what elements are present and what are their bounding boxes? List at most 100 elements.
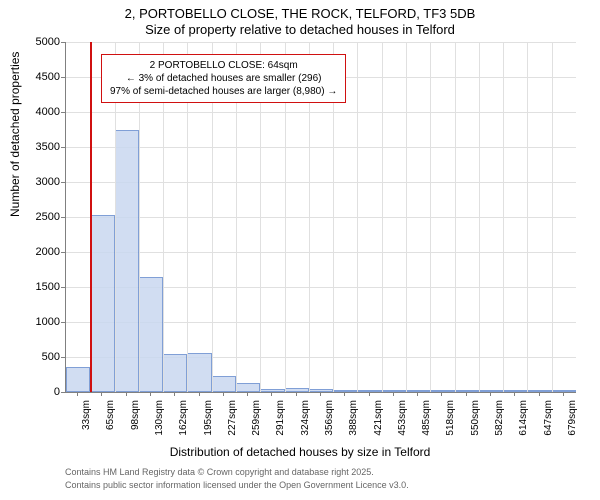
x-tick-label: 291sqm	[275, 400, 286, 450]
gridline-h	[66, 112, 576, 113]
y-tick-label: 2500	[10, 211, 60, 223]
gridline-h	[66, 182, 576, 183]
gridline-v	[479, 42, 480, 392]
x-tick-label: 65sqm	[105, 400, 116, 450]
gridline-h	[66, 252, 576, 253]
histogram-bar	[382, 390, 406, 392]
x-tick-mark	[126, 392, 127, 396]
x-tick-label: 679sqm	[567, 400, 578, 450]
x-tick-mark	[490, 392, 491, 396]
x-tick-label: 324sqm	[300, 400, 311, 450]
x-tick-mark	[247, 392, 248, 396]
chart-container: 2, PORTOBELLO CLOSE, THE ROCK, TELFORD, …	[0, 0, 600, 500]
histogram-bar	[552, 390, 576, 392]
x-tick-label: 582sqm	[494, 400, 505, 450]
x-tick-mark	[539, 392, 540, 396]
annotation-line3: 97% of semi-detached houses are larger (…	[110, 85, 337, 98]
histogram-bar	[357, 390, 381, 392]
x-tick-label: 227sqm	[227, 400, 238, 450]
histogram-bar	[212, 376, 236, 392]
histogram-bar	[527, 390, 551, 392]
x-tick-mark	[320, 392, 321, 396]
x-tick-label: 356sqm	[324, 400, 335, 450]
x-tick-mark	[441, 392, 442, 396]
x-tick-mark	[150, 392, 151, 396]
gridline-v	[430, 42, 431, 392]
y-tick-label: 3500	[10, 141, 60, 153]
histogram-bar	[333, 390, 357, 392]
gridline-v	[527, 42, 528, 392]
y-tick-mark	[61, 392, 65, 393]
x-tick-mark	[344, 392, 345, 396]
x-tick-mark	[223, 392, 224, 396]
gridline-h	[66, 42, 576, 43]
histogram-bar	[406, 390, 430, 392]
gridline-h	[66, 147, 576, 148]
x-tick-mark	[393, 392, 394, 396]
histogram-bar	[187, 353, 211, 392]
x-tick-mark	[369, 392, 370, 396]
x-tick-mark	[271, 392, 272, 396]
gridline-h	[66, 217, 576, 218]
gridline-v	[382, 42, 383, 392]
histogram-bar	[430, 390, 454, 392]
x-tick-mark	[563, 392, 564, 396]
annotation-line1: 2 PORTOBELLO CLOSE: 64sqm	[110, 59, 337, 72]
y-tick-label: 1500	[10, 281, 60, 293]
x-tick-mark	[466, 392, 467, 396]
gridline-v	[503, 42, 504, 392]
y-tick-mark	[61, 357, 65, 358]
y-tick-label: 1000	[10, 316, 60, 328]
x-tick-label: 550sqm	[470, 400, 481, 450]
y-tick-label: 0	[10, 386, 60, 398]
gridline-v	[552, 42, 553, 392]
y-tick-mark	[61, 252, 65, 253]
histogram-bar	[455, 390, 479, 392]
plot-area: 2 PORTOBELLO CLOSE: 64sqm← 3% of detache…	[65, 42, 576, 393]
y-tick-label: 2000	[10, 246, 60, 258]
x-tick-mark	[199, 392, 200, 396]
x-tick-label: 388sqm	[348, 400, 359, 450]
y-tick-label: 4500	[10, 71, 60, 83]
y-tick-mark	[61, 287, 65, 288]
histogram-bar	[236, 383, 260, 392]
y-tick-mark	[61, 77, 65, 78]
histogram-bar	[90, 215, 114, 392]
y-tick-label: 5000	[10, 36, 60, 48]
x-tick-mark	[77, 392, 78, 396]
x-tick-label: 421sqm	[373, 400, 384, 450]
footer-line1: Contains HM Land Registry data © Crown c…	[65, 467, 374, 477]
x-tick-label: 33sqm	[81, 400, 92, 450]
x-tick-label: 453sqm	[397, 400, 408, 450]
x-tick-label: 130sqm	[154, 400, 165, 450]
annotation-box: 2 PORTOBELLO CLOSE: 64sqm← 3% of detache…	[101, 54, 346, 103]
histogram-bar	[139, 277, 163, 393]
gridline-v	[455, 42, 456, 392]
histogram-bar	[260, 389, 284, 393]
y-tick-mark	[61, 182, 65, 183]
x-tick-label: 485sqm	[421, 400, 432, 450]
x-tick-label: 518sqm	[445, 400, 456, 450]
histogram-bar	[163, 354, 187, 393]
y-tick-label: 3000	[10, 176, 60, 188]
x-tick-label: 162sqm	[178, 400, 189, 450]
chart-title-line2: Size of property relative to detached ho…	[0, 22, 600, 37]
y-tick-label: 500	[10, 351, 60, 363]
y-tick-mark	[61, 112, 65, 113]
y-tick-mark	[61, 217, 65, 218]
x-tick-mark	[101, 392, 102, 396]
x-tick-label: 647sqm	[543, 400, 554, 450]
x-tick-label: 195sqm	[203, 400, 214, 450]
y-tick-mark	[61, 322, 65, 323]
x-tick-mark	[514, 392, 515, 396]
y-tick-mark	[61, 147, 65, 148]
histogram-bar	[66, 367, 90, 392]
x-tick-mark	[174, 392, 175, 396]
gridline-v	[406, 42, 407, 392]
x-tick-mark	[296, 392, 297, 396]
chart-title-line1: 2, PORTOBELLO CLOSE, THE ROCK, TELFORD, …	[0, 6, 600, 21]
histogram-bar	[503, 390, 527, 392]
gridline-v	[357, 42, 358, 392]
histogram-bar	[285, 388, 309, 392]
x-tick-label: 614sqm	[518, 400, 529, 450]
